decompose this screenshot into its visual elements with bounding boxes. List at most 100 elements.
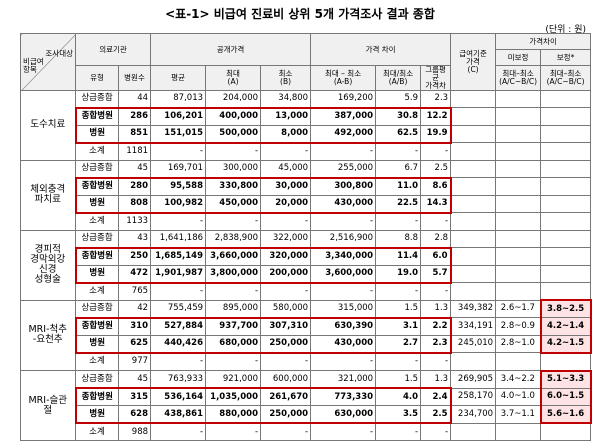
value-cell: 45,000 [260,159,312,179]
value-cell: 20,000 [260,194,312,214]
value-cell: - [420,422,452,441]
value-cell: 2.7 [375,334,422,354]
value-cell: - [260,282,312,301]
group-name: MRI-척추 -요천추 [20,299,76,372]
value-cell: 430,000 [310,334,377,354]
value-cell [450,142,497,161]
value-cell: 45 [117,370,152,389]
table-row: 종합병원 250 1,685,149 3,660,000 320,000 3,340,00… [21,246,592,266]
value-cell: 2,838,900 [205,229,262,249]
unit: (단위 : 원) [545,25,586,35]
value-cell: 625 [117,334,152,354]
value-cell: 44 [117,89,152,109]
value-cell: - [150,212,207,231]
value-cell [540,422,592,441]
header-cell: 가격 차이 [310,33,452,66]
value-cell [495,194,542,214]
value-cell [540,89,592,109]
value-cell: 19.9 [420,124,452,144]
value-cell [495,352,542,372]
type-cell: 종합병원 [74,387,119,407]
value-cell: 851 [117,124,152,144]
value-cell: - [260,142,312,161]
value-cell: 895,000 [205,299,262,319]
table-row: 병원 851 151,015 500,000 8,000 492,000 62.5 19.9 [21,124,592,144]
table-row: 소계 977- - - - - - [21,352,592,372]
table-row: 병원 628 438,861 880,000 250,000 630,000 3.5 2.5 2… [21,405,592,425]
value-cell: 45 [117,159,152,179]
value-cell: - [150,422,207,441]
value-cell [540,142,592,161]
value-cell [495,422,542,441]
value-cell: 1.5 [375,299,422,319]
header-cell: 급여기준 가격 (C) [450,33,497,91]
value-cell: - [375,212,422,231]
value-cell: 5.6~1.6 [539,405,592,425]
group-name: 경피적 경막외강 신경 성형술 [20,229,76,301]
value-cell: 2.8~1.0 [495,334,542,354]
type-cell: 소계 [75,282,119,301]
value-cell [450,194,497,214]
value-cell: 5.1~3.3 [539,369,592,389]
value-cell: 765 [117,282,152,301]
value-cell: 1,641,186 [150,229,207,249]
value-cell: - [420,142,452,161]
value-cell: 536,164 [150,387,207,407]
value-cell: 349,382 [450,299,497,319]
value-cell: 8.6 [420,176,452,196]
value-cell: - [205,282,262,301]
value-cell: 3,600,000 [310,264,377,284]
value-cell: 628 [117,405,152,425]
value-cell [495,247,542,266]
value-cell: 234,700 [450,405,497,424]
header-cell: 보정* [540,49,592,66]
column-header: 유형 [75,65,119,91]
table-row: 종합병원 280 95,588 330,800 30,000 300,800 11.0 8.6 [21,176,592,196]
type-cell: 소계 [75,352,119,372]
value-cell [450,212,497,231]
value-cell: 5.9 [375,89,422,109]
value-cell [450,124,497,144]
column-header: 그룹평균 가격차 [420,65,452,91]
value-cell [495,89,542,109]
group-name: 도수치료 [20,89,76,161]
value-cell: 3.8~2.5 [539,299,592,319]
value-cell: 14.3 [420,194,452,214]
type-cell: 병원 [74,194,119,214]
value-cell: - [150,282,207,301]
page: <표-1> 비급여 진료비 상위 5개 가격조사 결과 종합 (단위 : 원) … [20,7,592,441]
value-cell: 4.0 [375,387,422,407]
value-cell: 300,800 [310,176,377,196]
value-cell: 2.8 [420,229,452,249]
table-row: MRI-척추 -요천추 상급종합 42 755,459 895,000 580,000 31… [20,299,592,372]
value-cell [540,212,592,231]
value-cell: - [420,282,452,301]
value-cell: 1181 [117,142,152,161]
value-cell: 527,884 [150,316,207,336]
value-cell: 3.7~1.1 [495,405,542,424]
value-cell [540,229,592,249]
value-cell: 12.2 [420,106,452,126]
value-cell [450,247,497,266]
value-cell: 250,000 [260,405,312,425]
type-cell: 상급종합 [75,89,119,109]
value-cell [450,264,497,284]
table-row: 도수치료 상급종합 44 87,013 204,000 34,800 169,200 5.9 2… [20,89,592,161]
value-cell: 280 [117,176,152,196]
header-cell: 가격차이 [495,33,592,50]
value-cell [450,229,497,249]
value-cell: 11.0 [375,176,422,196]
value-cell [495,159,542,179]
value-cell [450,177,497,196]
column-header: 최대–최소 (A/C~B/C) [495,65,542,91]
type-cell: 종합병원 [74,176,119,196]
table-body: 도수치료 상급종합 44 87,013 204,000 34,800 169,200 5.9 2… [20,89,592,441]
column-header: 최소 (B) [260,65,312,91]
corner-top: 조사대상 [45,49,73,58]
value-cell [540,194,592,214]
value-cell: 492,000 [310,124,377,144]
type-cell: 병원 [74,124,119,144]
type-cell: 병원 [74,334,119,354]
value-cell: - [205,142,262,161]
value-cell [495,124,542,144]
